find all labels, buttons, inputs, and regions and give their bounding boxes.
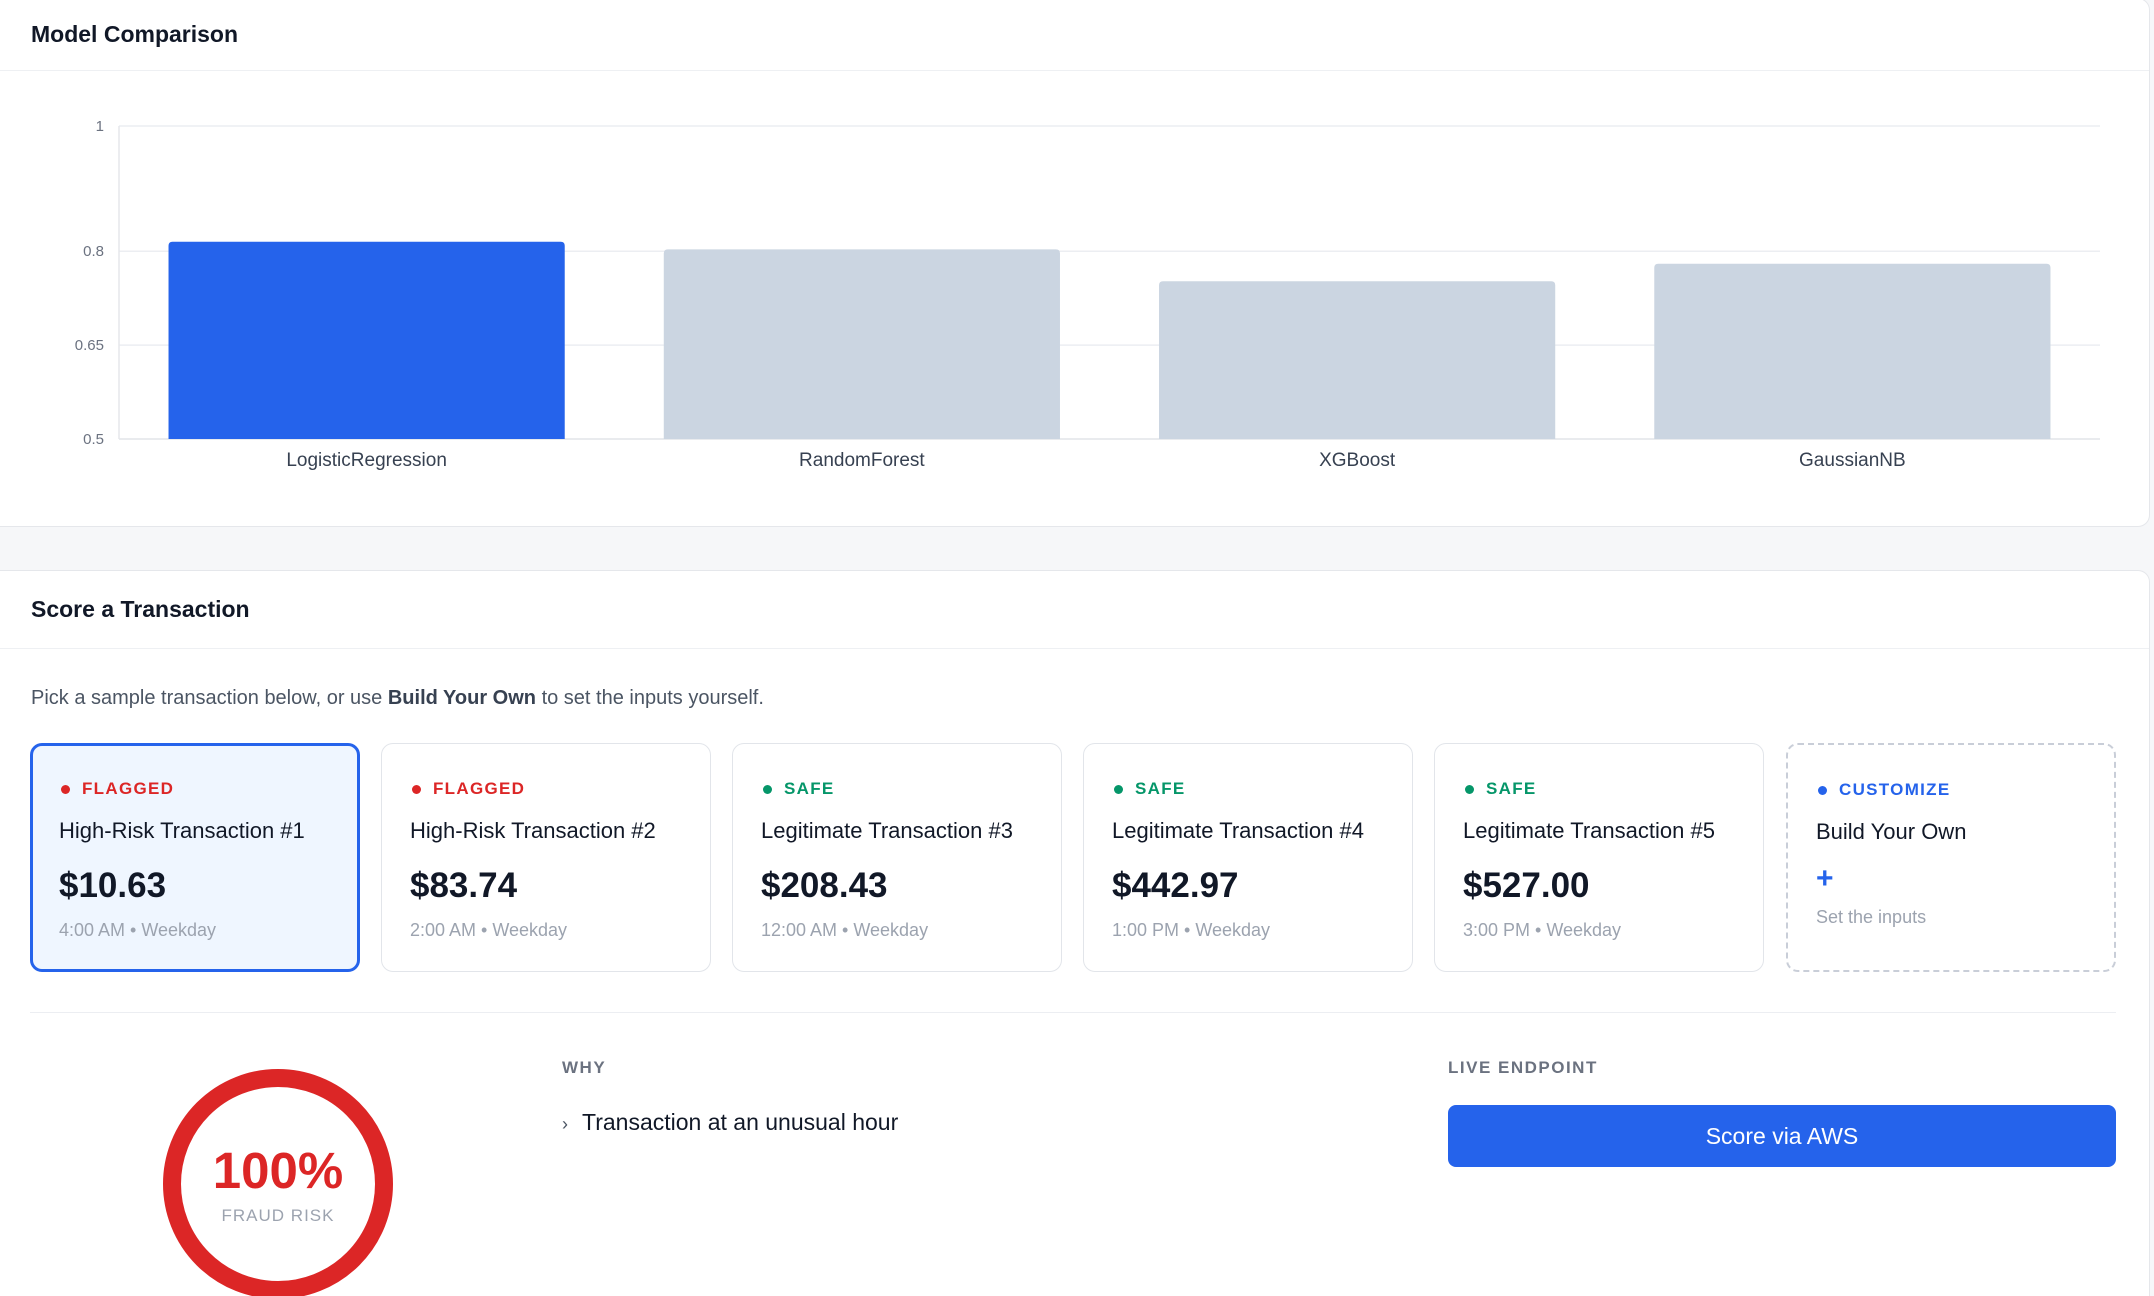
sample-transaction-list: FLAGGED High-Risk Transaction #1 $10.63 … — [30, 743, 2116, 972]
status-dot-icon — [61, 784, 70, 794]
y-tick-label: 0.8 — [83, 243, 104, 260]
status-dot-icon — [1818, 785, 1827, 795]
tile-amount: $83.74 — [410, 866, 518, 905]
tile-status: SAFE — [1112, 778, 1412, 800]
transaction-tile-4[interactable]: SAFE Legitimate Transaction #4 $442.97 1… — [1083, 743, 1413, 972]
tile-status-text: FLAGGED — [433, 779, 526, 798]
tile-name: Legitimate Transaction #4 — [1112, 818, 1364, 843]
tile-amount: $527.00 — [1463, 866, 1590, 905]
plus-icon: + — [1816, 862, 1834, 895]
tile-status-text: SAFE — [784, 779, 835, 798]
fraud-risk-value: 100% — [213, 1142, 343, 1199]
model-comparison-card: Model Comparison 0.5 0.65 0.8 1 LogisticRegr… — [0, 0, 2150, 527]
tile-status-text: SAFE — [1135, 779, 1186, 798]
x-category-label: LogisticRegression — [286, 450, 447, 471]
tile-status: CUSTOMIZE — [1816, 779, 2114, 801]
live-endpoint-label: LIVE ENDPOINT — [1448, 1058, 1598, 1077]
tile-amount: $208.43 — [761, 866, 888, 905]
model-comparison-title: Model Comparison — [0, 0, 2149, 71]
tile-status: SAFE — [761, 778, 1061, 800]
why-label: WHY — [562, 1058, 607, 1077]
fraud-risk-label: FRAUD RISK — [222, 1206, 335, 1225]
transaction-tile-5[interactable]: SAFE Legitimate Transaction #5 $527.00 3… — [1434, 743, 1764, 972]
tile-meta: 3:00 PM • Weekday — [1463, 920, 1622, 940]
x-category-label: XGBoost — [1319, 450, 1396, 471]
intro-text-start: Pick a sample transaction below, or use — [31, 687, 388, 709]
build-your-own-tile[interactable]: CUSTOMIZE Build Your Own + Set the input… — [1786, 743, 2116, 972]
tile-name: Legitimate Transaction #3 — [761, 818, 1013, 843]
tile-meta: 2:00 AM • Weekday — [410, 920, 568, 940]
tile-meta: 4:00 AM • Weekday — [59, 920, 217, 940]
score-via-aws-button[interactable]: Score via AWS — [1448, 1105, 2116, 1167]
tile-amount: $442.97 — [1112, 866, 1239, 905]
gauge-arc — [163, 1069, 393, 1296]
transaction-tile-3[interactable]: SAFE Legitimate Transaction #3 $208.43 1… — [732, 743, 1062, 972]
y-tick-label: 0.5 — [83, 431, 104, 448]
status-dot-icon — [412, 784, 421, 794]
tile-meta: 12:00 AM • Weekday — [761, 920, 929, 940]
tile-amount: $10.63 — [59, 866, 167, 905]
tile-status: SAFE — [1463, 778, 1763, 800]
reason-item: › Transaction at an unusual hour — [562, 1109, 898, 1136]
tile-name: High-Risk Transaction #2 — [410, 818, 656, 843]
fraud-risk-gauge: 100% FRAUD RISK — [163, 1069, 393, 1296]
status-dot-icon — [1114, 784, 1123, 794]
tile-status-text: CUSTOMIZE — [1839, 780, 1951, 799]
transaction-tile-2[interactable]: FLAGGED High-Risk Transaction #2 $83.74 … — [381, 743, 711, 972]
transaction-tile-1[interactable]: FLAGGED High-Risk Transaction #1 $10.63 … — [30, 743, 360, 972]
y-tick-label: 1 — [96, 118, 104, 135]
intro-text-bold: Build Your Own — [387, 687, 537, 709]
reason-text: Transaction at an unusual hour — [582, 1109, 899, 1135]
score-transaction-title: Score a Transaction — [0, 571, 2149, 649]
score-intro-text: Pick a sample transaction below, or use … — [31, 687, 764, 710]
x-category-label: RandomForest — [799, 450, 925, 471]
tile-meta: Set the inputs — [1816, 907, 1927, 927]
chevron-right-icon: › — [562, 1114, 568, 1134]
bar-gaussiannb[interactable] — [1654, 263, 2051, 439]
tile-meta: 1:00 PM • Weekday — [1112, 920, 1271, 940]
bar-logisticregression[interactable] — [168, 241, 565, 439]
y-tick-label: 0.65 — [75, 337, 104, 354]
tile-status: FLAGGED — [59, 778, 357, 800]
intro-text-end: to set the inputs yourself. — [536, 687, 764, 709]
tile-status-text: SAFE — [1486, 779, 1537, 798]
status-dot-icon — [763, 784, 772, 794]
x-category-label: GaussianNB — [1799, 450, 1906, 471]
tile-name: Build Your Own — [1816, 819, 1967, 844]
tile-status-text: FLAGGED — [82, 779, 175, 798]
bar-randomforest[interactable] — [663, 249, 1060, 439]
tile-name: Legitimate Transaction #5 — [1463, 818, 1715, 843]
tile-status: FLAGGED — [410, 778, 710, 800]
tile-name: High-Risk Transaction #1 — [59, 818, 305, 843]
section-divider — [30, 1012, 2116, 1013]
model-comparison-chart: 0.5 0.65 0.8 1 LogisticRegression RandomFores… — [75, 118, 2100, 471]
status-dot-icon — [1465, 784, 1474, 794]
score-transaction-card: Score a Transaction Pick a sample transa… — [0, 570, 2150, 1296]
bar-xgboost[interactable] — [1159, 281, 1556, 439]
